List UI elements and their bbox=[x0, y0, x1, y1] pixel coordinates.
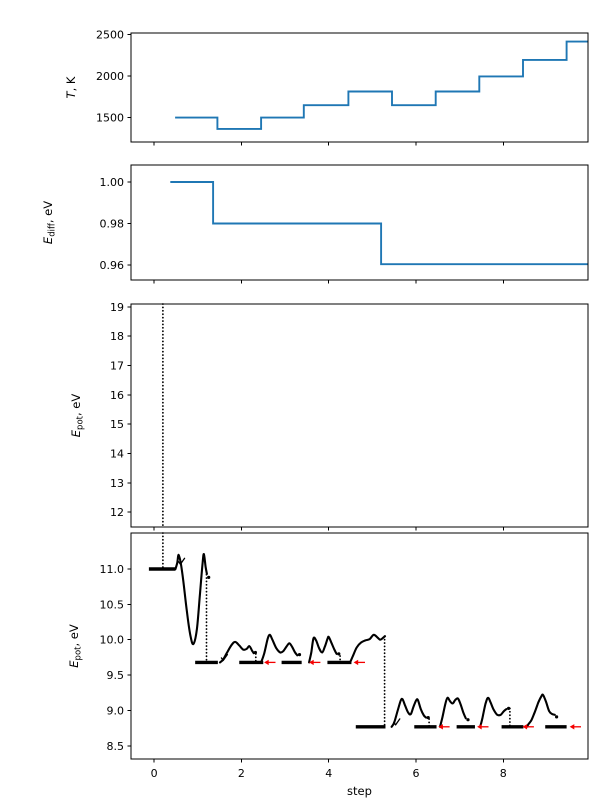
axes-spines bbox=[130, 303, 589, 528]
y-axis-label-epot-upper: Epot, eV bbox=[69, 394, 86, 438]
temperature-step-line bbox=[175, 40, 588, 130]
y-tick-label: 19 bbox=[110, 301, 124, 314]
y-tick-label: 1500 bbox=[96, 112, 124, 125]
y-tick-label: 15 bbox=[110, 418, 124, 431]
md-trajectory-curve bbox=[479, 696, 508, 728]
y-tick-label: 0.98 bbox=[100, 218, 125, 231]
md-trajectory-curve bbox=[174, 553, 208, 646]
reject-arrow-icon bbox=[477, 724, 489, 730]
axes-spines bbox=[130, 164, 589, 281]
md-trajectory-curve bbox=[390, 697, 428, 728]
y-tick-label: 9.5 bbox=[107, 669, 125, 682]
y-tick-label: 2500 bbox=[96, 29, 124, 42]
y-axis-label-temperature: T, K bbox=[64, 76, 78, 98]
x-tick-label: 2 bbox=[238, 767, 245, 780]
x-axis-label: step bbox=[347, 784, 372, 798]
y-tick-label: 13 bbox=[110, 477, 124, 490]
x-tick-label: 0 bbox=[151, 767, 158, 780]
y-tick-label: 18 bbox=[110, 330, 124, 343]
y-tick-label: 8.5 bbox=[107, 740, 125, 753]
reject-arrow-icon bbox=[522, 724, 534, 730]
y-tick-label: 17 bbox=[110, 360, 124, 373]
y-tick-label: 0.96 bbox=[100, 259, 125, 272]
trajectory-end-dot bbox=[207, 575, 211, 580]
reject-arrow-icon bbox=[309, 659, 321, 666]
trajectory-end-dot bbox=[426, 716, 430, 720]
accept-check-icon bbox=[220, 653, 229, 662]
ediff-step-line bbox=[170, 181, 588, 266]
reject-arrow-icon bbox=[353, 659, 365, 666]
axes-spines bbox=[130, 532, 589, 760]
x-tick-label: 8 bbox=[500, 767, 507, 780]
y-tick-label: 14 bbox=[110, 447, 124, 460]
y-axis-label-epot-lower: Epot, eV bbox=[67, 624, 84, 668]
y-tick-label: 9.0 bbox=[107, 705, 125, 718]
md-trajectory-curve bbox=[349, 633, 387, 664]
md-trajectory-curve bbox=[525, 693, 556, 728]
x-tick-label: 6 bbox=[413, 767, 420, 780]
y-tick-label: 11.0 bbox=[100, 563, 125, 576]
y-axis-label-ediff: Ediff, eV bbox=[41, 201, 58, 244]
reject-arrow-icon bbox=[438, 724, 450, 730]
md-trajectory-curve bbox=[308, 635, 338, 664]
trajectory-end-dot bbox=[253, 650, 257, 655]
panel-epot-lower: 8.5 9.0 9.5 10.0 10.5 11.0 Epot, eV bbox=[67, 532, 589, 763]
y-tick-label: 2000 bbox=[96, 70, 124, 83]
reject-arrow-icon bbox=[264, 659, 276, 666]
panel-epot-upper: 12 13 14 15 16 17 18 19 Epot, eV bbox=[69, 301, 589, 531]
accept-check-icon bbox=[393, 718, 401, 726]
trajectory-end-dot bbox=[337, 652, 341, 656]
trajectory-end-dot bbox=[297, 653, 302, 657]
y-tick-label: 10.0 bbox=[100, 634, 125, 647]
y-tick-label: 12 bbox=[110, 506, 124, 519]
y-tick-label: 1.00 bbox=[100, 176, 125, 189]
accept-check-icon bbox=[177, 557, 186, 565]
axes-spines bbox=[130, 32, 589, 143]
y-tick-label: 10.5 bbox=[100, 598, 125, 611]
x-tick-label: 4 bbox=[325, 767, 332, 780]
reject-arrow-icon bbox=[569, 724, 581, 730]
y-tick-label: 16 bbox=[110, 389, 124, 402]
trajectory-end-dot bbox=[507, 706, 511, 711]
trajectory-end-dot bbox=[466, 718, 470, 722]
md-trajectory-curve bbox=[438, 696, 467, 728]
panel-ediff: 0.96 0.98 1.00 Ediff, eV bbox=[41, 164, 589, 284]
trajectory-end-dot bbox=[555, 715, 559, 719]
md-trajectory-curve bbox=[260, 633, 299, 664]
md-trajectory-curve bbox=[218, 640, 255, 664]
panel-temperature: 1500 2000 2500 T, K bbox=[64, 29, 589, 146]
